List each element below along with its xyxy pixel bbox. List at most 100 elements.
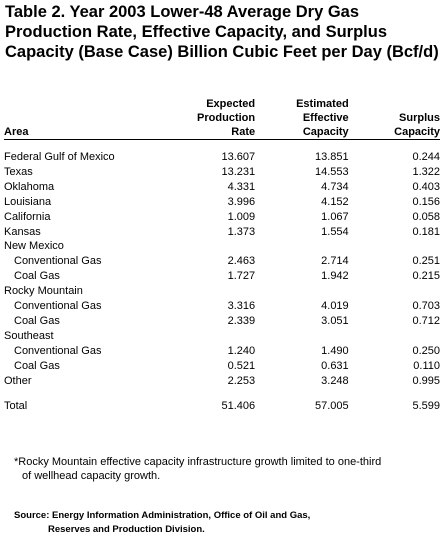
row-area: Kansas — [4, 225, 41, 238]
row-expected: 0.521 — [227, 359, 256, 372]
source-line: Source: Energy Information Administratio… — [14, 510, 311, 521]
table-row: New Mexico — [4, 239, 440, 254]
row-area: Conventional Gas — [14, 255, 102, 268]
row-estimated: 4.019 — [321, 300, 349, 313]
row-expected: 4.331 — [227, 180, 256, 193]
row-expected: 3.316 — [227, 300, 256, 313]
row-surplus — [349, 239, 440, 254]
row-surplus — [349, 329, 440, 344]
row-estimated: 4.734 — [321, 180, 349, 193]
footnote-line: *Rocky Mountain effective capacity infra… — [14, 456, 382, 468]
row-area: Other — [4, 374, 32, 387]
table-row: Coal Gas 2.339 3.051 0.712 — [4, 314, 440, 329]
source-note: Source: Energy Information Administratio… — [14, 509, 434, 537]
table-row: Other 2.253 3.248 0.995 — [4, 374, 440, 389]
row-area: Conventional Gas — [14, 300, 102, 313]
table-row: Conventional Gas 1.240 1.490 0.250 — [4, 344, 440, 359]
title-line: Capacity (Base Case) Billion Cubic Feet … — [5, 43, 439, 61]
row-surplus: 0.156 — [412, 195, 440, 208]
row-surplus: 0.250 — [412, 344, 440, 357]
total-estimated: 57.005 — [315, 399, 349, 412]
row-area: New Mexico — [4, 240, 64, 253]
row-expected: 1.009 — [227, 210, 256, 223]
row-estimated: 2.714 — [321, 255, 349, 268]
header-line: Production — [197, 112, 256, 124]
table-title: Table 2. Year 2003 Lower-48 Average Dry … — [5, 2, 439, 62]
row-area: Coal Gas — [14, 270, 60, 283]
table-row: Coal Gas 0.521 0.631 0.110 — [4, 359, 440, 374]
header-spacer — [4, 140, 440, 151]
title-line: Table 2. Year 2003 Lower-48 Average Dry … — [5, 3, 360, 21]
row-expected: 2.339 — [227, 314, 256, 327]
table-row: Oklahoma 4.331 4.734 0.403 — [4, 180, 440, 195]
row-expected — [171, 329, 255, 344]
table-row: Conventional Gas 2.463 2.714 0.251 — [4, 254, 440, 269]
row-estimated — [255, 329, 349, 344]
row-area: Conventional Gas — [14, 344, 102, 357]
footnote: *Rocky Mountain effective capacity infra… — [14, 455, 434, 483]
row-expected — [171, 239, 255, 254]
table-row: Kansas 1.373 1.554 0.181 — [4, 225, 440, 240]
row-estimated: 14.553 — [315, 165, 349, 178]
row-expected: 1.727 — [227, 270, 256, 283]
table-header-row: Area Expected Production Rate Estimated … — [4, 95, 440, 140]
row-expected: 13.607 — [221, 151, 256, 163]
gas-capacity-table: Area Expected Production Rate Estimated … — [4, 95, 440, 413]
table-row: Coal Gas 1.727 1.942 0.215 — [4, 269, 440, 284]
header-line: Capacity — [302, 126, 349, 138]
total-row: Total 51.406 57.005 5.599 — [4, 399, 440, 414]
row-expected: 13.231 — [221, 165, 256, 178]
total-spacer — [4, 389, 440, 399]
row-expected: 1.240 — [227, 344, 256, 357]
header-line: Surplus — [399, 112, 440, 124]
header-line: Effective — [302, 112, 349, 124]
row-surplus: 0.181 — [412, 225, 440, 238]
header-line: Rate — [231, 126, 256, 138]
row-surplus: 0.251 — [412, 255, 440, 268]
row-area: Texas — [4, 165, 33, 178]
row-estimated: 3.248 — [321, 374, 349, 387]
row-surplus: 0.058 — [412, 210, 440, 223]
table-body: Federal Gulf of Mexico 13.607 13.851 0.244 T… — [4, 150, 440, 389]
row-area: Oklahoma — [4, 180, 55, 193]
row-area: Coal Gas — [14, 314, 60, 327]
title-line: Production Rate, Effective Capacity, and… — [5, 23, 388, 41]
row-surplus: 1.322 — [412, 165, 440, 178]
total-label: Total — [4, 399, 28, 412]
table-row: Southeast — [4, 329, 440, 344]
row-area: Rocky Mountain — [4, 285, 83, 298]
total-surplus: 5.599 — [412, 399, 440, 412]
table-total: Total 51.406 57.005 5.599 — [4, 389, 440, 414]
row-estimated: 1.490 — [321, 344, 349, 357]
table-row: Texas 13.231 14.553 1.322 — [4, 165, 440, 180]
row-estimated: 4.152 — [321, 195, 349, 208]
row-expected: 3.996 — [227, 195, 256, 208]
column-header-surplus-capacity: Surplus Capacity — [348, 95, 440, 140]
row-estimated — [255, 284, 349, 299]
row-surplus: 0.995 — [412, 374, 440, 387]
row-area: Louisiana — [4, 195, 52, 208]
source-line: Reserves and Production Division. — [48, 524, 205, 535]
header-line: Estimated — [296, 98, 349, 110]
table-row: California 1.009 1.067 0.058 — [4, 210, 440, 225]
footnote-line: of wellhead capacity growth. — [22, 470, 161, 482]
row-area: California — [4, 210, 51, 223]
row-surplus: 0.712 — [412, 314, 440, 327]
row-surplus: 0.110 — [413, 359, 440, 372]
row-area: Southeast — [4, 329, 54, 342]
column-header-expected-production-rate: Expected Production Rate — [170, 95, 256, 140]
row-area: Federal Gulf of Mexico — [4, 151, 115, 163]
column-header-estimated-effective-capacity: Estimated Effective Capacity — [255, 95, 349, 140]
row-expected: 2.463 — [227, 255, 256, 268]
row-expected: 2.253 — [227, 374, 256, 387]
row-surplus: 0.703 — [412, 300, 440, 313]
header-line: Expected — [206, 98, 256, 110]
total-expected: 51.406 — [221, 399, 256, 412]
row-estimated: 1.942 — [321, 270, 349, 283]
row-estimated: 1.554 — [321, 225, 349, 238]
row-expected — [171, 284, 255, 299]
row-surplus — [349, 284, 440, 299]
table-row: Rocky Mountain — [4, 284, 440, 299]
row-estimated: 3.051 — [321, 314, 349, 327]
row-surplus: 0.244 — [412, 151, 440, 163]
